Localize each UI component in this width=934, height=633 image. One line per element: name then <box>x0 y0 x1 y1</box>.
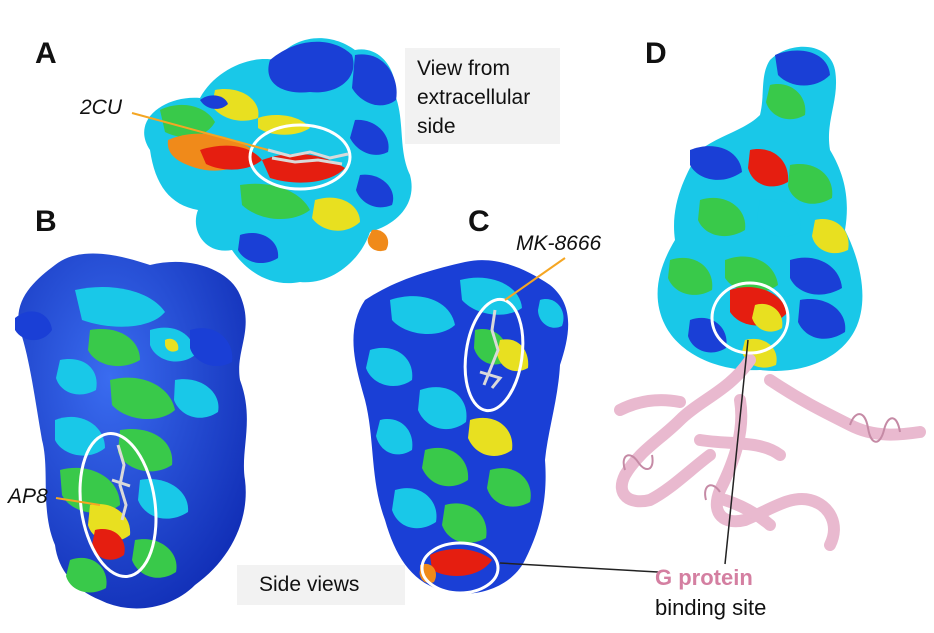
panel-letter-c: C <box>468 205 490 238</box>
panel-a-ligand-arrow <box>131 112 269 151</box>
panel-c-ligand-arrow <box>504 257 566 301</box>
panel-c-gprotein-pointer <box>499 562 659 573</box>
panel-b-ligand-arrow <box>55 497 101 506</box>
panel-c-surface <box>353 260 569 594</box>
ligand-label-ap8: AP8 <box>8 485 48 508</box>
panel-c-binding-ellipse <box>463 297 525 413</box>
panel-c-ligand-mk8666 <box>479 309 503 389</box>
panel-letter-a: A <box>35 37 57 70</box>
gprotein-title: G protein <box>655 565 753 590</box>
panel-d-helix-turns <box>622 413 901 501</box>
ligand-label-mk8666: MK-8666 <box>516 232 602 255</box>
panel-b-ligand-ap8 <box>111 444 131 521</box>
panel-letter-b: B <box>35 205 57 238</box>
caption-extracellular-view: View from extracellular side <box>405 48 560 144</box>
ligand-label-2cu: 2CU <box>80 96 123 119</box>
panel-b-binding-ellipse <box>78 432 158 578</box>
panel-a-surface <box>144 38 412 284</box>
panel-c-gprotein-ellipse <box>420 541 500 595</box>
caption-side-views: Side views <box>237 565 405 605</box>
panel-d-gprotein-pointer <box>724 339 749 565</box>
panel-d-gprotein-ribbon <box>614 354 926 551</box>
gprotein-binding-site-label: G protein binding site <box>655 563 766 623</box>
panel-d-binding-ellipse <box>710 281 790 355</box>
panel-a-ligand-2cu <box>267 148 349 166</box>
panel-letter-d: D <box>645 37 667 70</box>
panel-a-binding-ellipse <box>248 123 352 191</box>
gprotein-subtitle: binding site <box>655 595 767 620</box>
panel-b-surface <box>15 253 247 609</box>
panel-d-surface <box>657 46 863 371</box>
